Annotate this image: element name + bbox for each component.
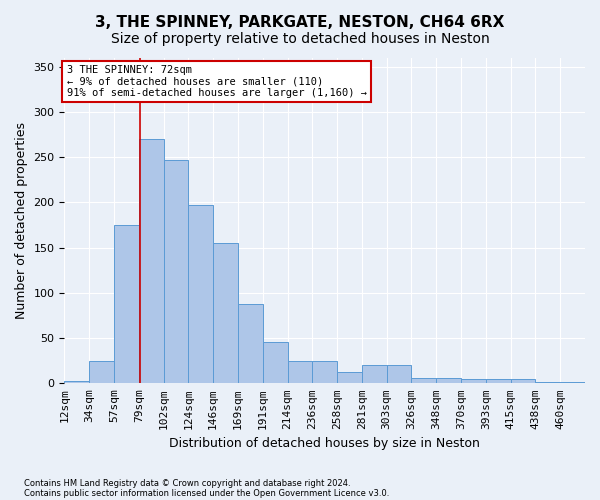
Bar [386,365,412,384]
Bar [188,205,213,384]
Bar [486,379,511,384]
Bar [337,372,362,384]
Bar [114,225,139,384]
Bar [287,360,313,384]
Bar [362,365,386,384]
Bar [560,382,585,384]
Bar [436,378,461,384]
Y-axis label: Number of detached properties: Number of detached properties [15,122,28,319]
Bar [238,304,263,384]
Bar [139,139,164,384]
Bar [313,360,337,384]
Text: Contains public sector information licensed under the Open Government Licence v3: Contains public sector information licen… [24,488,389,498]
Bar [263,342,287,384]
Bar [412,378,436,384]
Text: 3 THE SPINNEY: 72sqm
← 9% of detached houses are smaller (110)
91% of semi-detac: 3 THE SPINNEY: 72sqm ← 9% of detached ho… [67,64,367,98]
Bar [64,380,89,384]
Bar [461,379,486,384]
Text: Size of property relative to detached houses in Neston: Size of property relative to detached ho… [110,32,490,46]
Bar [89,360,114,384]
Bar [511,379,535,384]
Bar [164,160,188,384]
X-axis label: Distribution of detached houses by size in Neston: Distribution of detached houses by size … [169,437,480,450]
Bar [213,243,238,384]
Text: Contains HM Land Registry data © Crown copyright and database right 2024.: Contains HM Land Registry data © Crown c… [24,478,350,488]
Bar [535,382,560,384]
Text: 3, THE SPINNEY, PARKGATE, NESTON, CH64 6RX: 3, THE SPINNEY, PARKGATE, NESTON, CH64 6… [95,15,505,30]
